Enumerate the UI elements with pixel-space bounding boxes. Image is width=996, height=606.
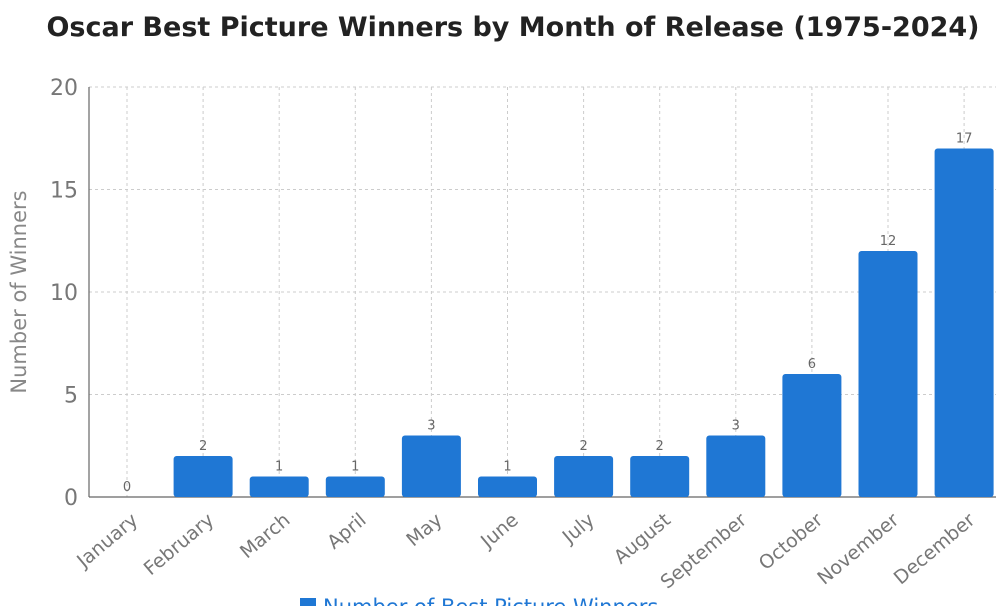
- bar[interactable]: [630, 456, 690, 497]
- y-tick-label: 0: [64, 486, 78, 511]
- data-label: 6: [808, 357, 816, 372]
- data-label: 1: [351, 460, 359, 475]
- y-axis-title: Number of Winners: [7, 190, 31, 393]
- data-label: 17: [956, 132, 973, 147]
- bar[interactable]: [706, 435, 766, 498]
- bar[interactable]: [325, 476, 385, 498]
- bar[interactable]: [554, 456, 614, 497]
- labels: 051015200January2February1March1April3Ma…: [50, 76, 979, 593]
- y-tick-label: 10: [50, 281, 78, 306]
- bar[interactable]: [249, 476, 309, 498]
- x-tick-label: March: [236, 509, 295, 563]
- data-label: 12: [880, 234, 897, 249]
- y-tick-label: 20: [50, 76, 78, 101]
- x-tick-label: May: [402, 509, 446, 551]
- bars: [173, 148, 994, 498]
- data-label: 2: [656, 439, 664, 454]
- x-tick-label: February: [140, 509, 219, 580]
- y-tick-label: 5: [64, 384, 78, 409]
- chart-title: Oscar Best Picture Winners by Month of R…: [46, 12, 980, 43]
- data-label: 1: [275, 460, 283, 475]
- x-tick-label: June: [476, 509, 523, 553]
- x-tick-label: August: [610, 509, 675, 569]
- x-tick-label: January: [72, 509, 142, 573]
- grid-lines: [89, 86, 996, 497]
- bar[interactable]: [858, 251, 918, 497]
- x-tick-label: December: [890, 509, 980, 589]
- legend-label: Number of Best Picture Winners: [323, 595, 658, 606]
- bar[interactable]: [478, 476, 537, 498]
- x-tick-label: April: [323, 509, 370, 554]
- bar[interactable]: [173, 456, 233, 497]
- x-tick-label: July: [558, 509, 599, 548]
- legend-swatch: [300, 598, 316, 606]
- data-label: 3: [732, 419, 740, 434]
- bar[interactable]: [782, 374, 842, 497]
- bar[interactable]: [934, 148, 994, 498]
- data-label: 3: [427, 419, 435, 434]
- data-label: 0: [123, 480, 131, 495]
- legend[interactable]: Number of Best Picture Winners: [300, 595, 658, 606]
- data-label: 2: [579, 439, 587, 454]
- data-label: 1: [503, 460, 511, 475]
- axes: [88, 87, 996, 498]
- data-label: 2: [199, 439, 207, 454]
- x-tick-label: November: [813, 509, 903, 590]
- bar[interactable]: [401, 435, 461, 498]
- y-tick-label: 15: [50, 179, 78, 204]
- x-tick-label: October: [755, 509, 828, 575]
